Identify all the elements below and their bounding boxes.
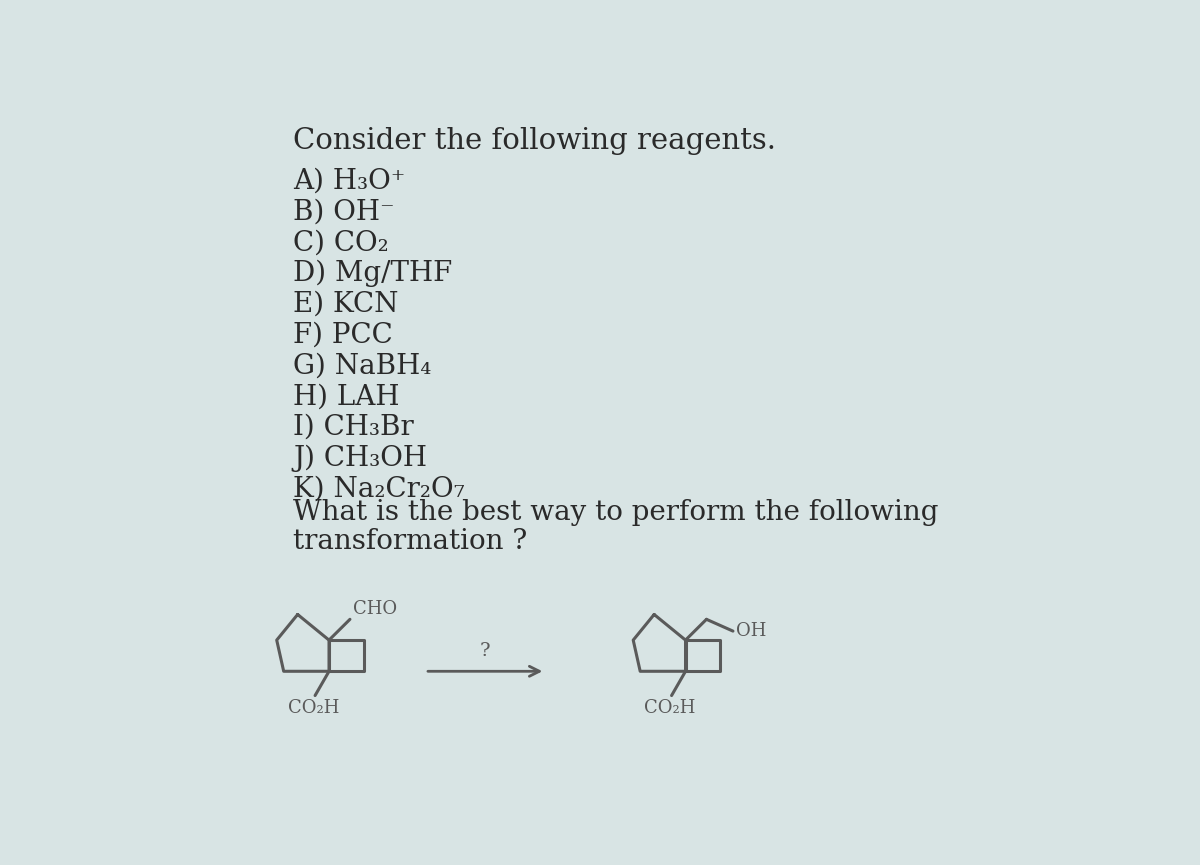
Text: C) CO₂: C) CO₂ xyxy=(293,229,389,256)
Text: J) CH₃OH: J) CH₃OH xyxy=(293,445,427,472)
Text: CO₂H: CO₂H xyxy=(288,700,340,717)
Text: transformation ?: transformation ? xyxy=(293,528,528,555)
Text: What is the best way to perform the following: What is the best way to perform the foll… xyxy=(293,499,938,526)
Text: K) Na₂Cr₂O₇: K) Na₂Cr₂O₇ xyxy=(293,476,466,503)
Text: H) LAH: H) LAH xyxy=(293,383,400,410)
Text: CO₂H: CO₂H xyxy=(644,700,696,717)
Text: CHO: CHO xyxy=(353,599,397,618)
Text: A) H₃O⁺: A) H₃O⁺ xyxy=(293,168,406,195)
Text: F) PCC: F) PCC xyxy=(293,322,394,349)
Text: G) NaBH₄: G) NaBH₄ xyxy=(293,353,432,380)
Text: I) CH₃Br: I) CH₃Br xyxy=(293,414,414,441)
Text: D) Mg/THF: D) Mg/THF xyxy=(293,260,452,287)
Text: B) OH⁻: B) OH⁻ xyxy=(293,198,395,226)
Text: Consider the following reagents.: Consider the following reagents. xyxy=(293,127,776,155)
Text: E) KCN: E) KCN xyxy=(293,291,398,318)
Text: ?: ? xyxy=(480,642,491,660)
Text: OH: OH xyxy=(736,622,767,640)
